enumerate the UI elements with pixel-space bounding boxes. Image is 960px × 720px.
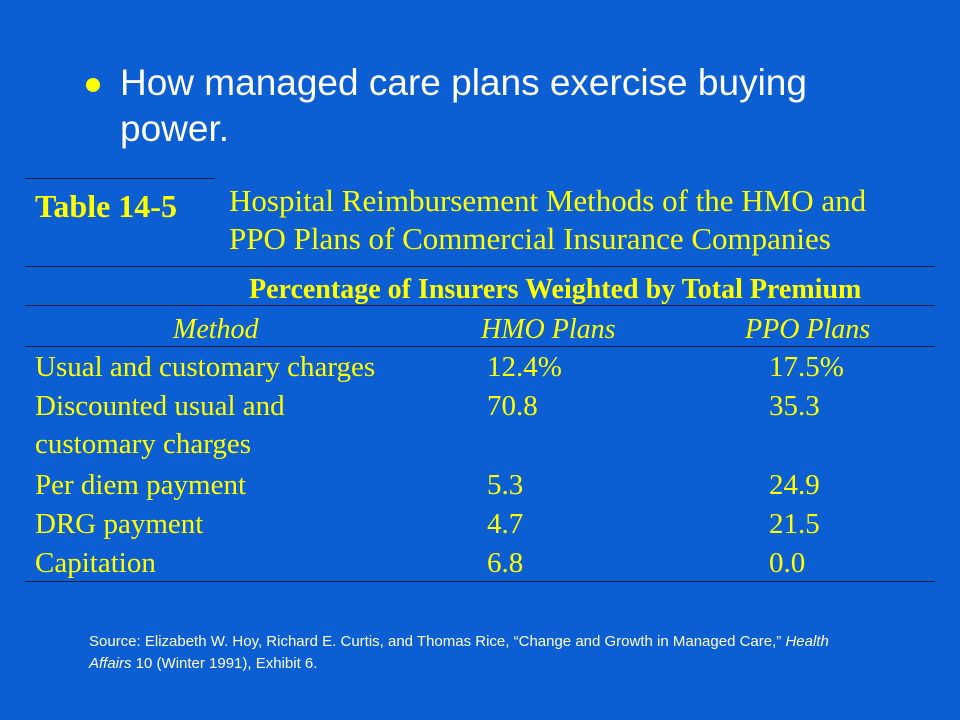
row-method: Usual and customary charges: [35, 351, 376, 383]
table-subheader: Percentage of Insurers Weighted by Total…: [249, 274, 862, 305]
column-header-hmo: HMO Plans: [481, 314, 616, 345]
row-method: DRG payment: [35, 508, 204, 540]
row-ppo-value: 0.0: [769, 547, 806, 579]
row-ppo-value: 17.5%: [769, 351, 844, 383]
table-rule: [25, 178, 215, 179]
row-method-continued: customary charges: [35, 428, 252, 460]
row-ppo-value: 35.3: [769, 390, 820, 422]
row-ppo-value: 24.9: [769, 469, 820, 501]
row-method: Capitation: [35, 547, 156, 579]
source-journal-title: Health Affairs: [89, 633, 829, 672]
source-citation-text: Source: Elizabeth W. Hoy, Richard E. Cur…: [89, 633, 786, 650]
row-hmo-value: 70.8: [487, 390, 538, 422]
bullet-point: How managed care plans exercise buying p…: [86, 60, 846, 152]
row-method: Discounted usual and: [35, 390, 285, 422]
table-rule: [25, 266, 935, 267]
table-title: Hospital Reimbursement Methods of the HM…: [229, 183, 867, 256]
table-label: Table 14-5: [35, 188, 177, 224]
row-method: Per diem payment: [35, 469, 247, 501]
column-header-ppo: PPO Plans: [745, 314, 871, 345]
row-hmo-value: 4.7: [487, 508, 524, 540]
row-hmo-value: 6.8: [487, 547, 524, 579]
source-citation-suffix: 10 (Winter 1991), Exhibit 6.: [131, 655, 318, 672]
table-rule: [25, 581, 935, 582]
slide-heading: How managed care plans exercise buying p…: [120, 62, 807, 149]
row-hmo-value: 12.4%: [487, 351, 562, 383]
table-rule: [25, 346, 935, 347]
table-rule: [25, 305, 935, 306]
row-hmo-value: 5.3: [487, 469, 524, 501]
reimbursement-table: Table 14-5 Hospital Reimbursement Method…: [25, 174, 935, 584]
bullet-dot-icon: [86, 78, 100, 92]
row-ppo-value: 21.5: [769, 508, 820, 540]
source-citation: Source: Elizabeth W. Hoy, Richard E. Cur…: [89, 631, 849, 675]
column-header-method: Method: [173, 314, 259, 345]
